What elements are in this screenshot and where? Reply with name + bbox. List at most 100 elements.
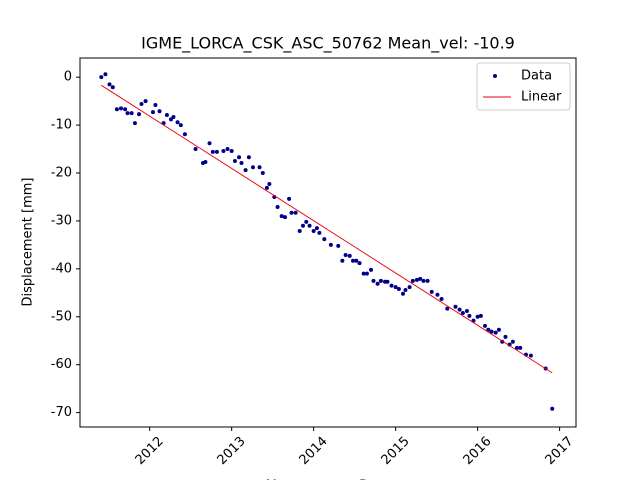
legend-marker bbox=[493, 74, 497, 78]
data-point bbox=[361, 271, 366, 276]
data-point bbox=[467, 313, 472, 318]
data-point bbox=[307, 223, 312, 228]
data-point bbox=[389, 283, 394, 288]
y-tick-label: -30 bbox=[51, 213, 72, 228]
data-point bbox=[150, 110, 155, 115]
data-point bbox=[518, 345, 523, 350]
data-point bbox=[503, 334, 508, 339]
data-point bbox=[314, 226, 319, 231]
data-point bbox=[514, 345, 519, 350]
data-point bbox=[311, 228, 316, 233]
data-point bbox=[489, 329, 494, 334]
data-point bbox=[453, 304, 458, 309]
data-point bbox=[300, 223, 305, 228]
data-point bbox=[407, 285, 412, 290]
data-point bbox=[137, 112, 142, 117]
y-tick-label: -70 bbox=[51, 405, 72, 420]
data-point bbox=[123, 107, 128, 112]
data-point bbox=[243, 168, 248, 173]
data-point bbox=[351, 258, 356, 263]
data-point bbox=[129, 111, 134, 116]
data-point bbox=[232, 159, 237, 164]
plot-frame bbox=[79, 57, 577, 428]
x-axis-label: Measurement Date bbox=[266, 479, 390, 480]
data-point bbox=[445, 306, 450, 311]
data-point bbox=[496, 327, 501, 332]
data-point bbox=[287, 196, 292, 201]
data-point bbox=[482, 323, 487, 328]
data-point bbox=[264, 185, 269, 190]
data-point bbox=[143, 99, 148, 104]
data-point bbox=[257, 165, 262, 170]
legend-label: Linear bbox=[521, 90, 562, 105]
data-point bbox=[237, 155, 242, 160]
data-point bbox=[107, 82, 112, 87]
data-point bbox=[439, 297, 444, 302]
data-point bbox=[475, 314, 480, 319]
data-point bbox=[178, 123, 183, 128]
data-point bbox=[425, 278, 430, 283]
data-point bbox=[429, 289, 434, 294]
data-point bbox=[393, 285, 398, 290]
data-point bbox=[210, 149, 215, 154]
y-tick-label: -40 bbox=[51, 261, 72, 276]
data-point bbox=[403, 287, 408, 292]
data-point bbox=[486, 327, 491, 332]
data-point bbox=[246, 155, 251, 160]
data-point bbox=[125, 111, 130, 116]
data-point bbox=[250, 165, 255, 170]
data-point bbox=[110, 85, 115, 90]
data-point bbox=[550, 406, 555, 411]
data-point bbox=[369, 267, 374, 272]
data-point bbox=[493, 330, 498, 335]
data-point bbox=[410, 278, 415, 283]
data-point bbox=[114, 107, 119, 112]
data-point bbox=[328, 242, 333, 247]
data-point bbox=[336, 243, 341, 248]
data-point bbox=[225, 147, 230, 152]
data-point bbox=[317, 230, 322, 235]
data-point bbox=[414, 277, 419, 282]
data-point bbox=[221, 148, 226, 153]
y-tick-label: -60 bbox=[51, 357, 72, 372]
data-point bbox=[435, 292, 440, 297]
trend-line bbox=[101, 84, 553, 374]
data-point bbox=[340, 258, 345, 263]
data-point bbox=[157, 109, 162, 114]
data-point bbox=[478, 313, 483, 318]
data-point bbox=[418, 276, 423, 281]
data-point bbox=[275, 205, 280, 210]
data-point bbox=[464, 309, 469, 314]
data-point bbox=[293, 210, 298, 215]
data-point bbox=[375, 281, 380, 286]
data-point bbox=[214, 149, 219, 154]
data-point bbox=[267, 182, 272, 187]
legend-box bbox=[476, 62, 571, 111]
data-point bbox=[132, 121, 137, 126]
data-point bbox=[164, 113, 169, 118]
data-point bbox=[378, 278, 383, 283]
data-point bbox=[357, 261, 362, 266]
data-point bbox=[364, 271, 369, 276]
data-point bbox=[282, 215, 287, 220]
data-point bbox=[229, 148, 234, 153]
data-point bbox=[153, 102, 158, 107]
data-point bbox=[279, 214, 284, 219]
data-point bbox=[207, 141, 212, 146]
legend-label: Data bbox=[521, 69, 552, 84]
y-tick-label: 0 bbox=[64, 70, 72, 85]
data-point bbox=[99, 75, 104, 80]
data-point bbox=[322, 237, 327, 242]
data-point bbox=[297, 228, 302, 233]
data-point bbox=[139, 102, 144, 107]
data-point bbox=[169, 117, 174, 122]
data-point bbox=[260, 171, 265, 176]
y-tick-label: -20 bbox=[51, 166, 72, 181]
data-point bbox=[507, 342, 512, 347]
data-point bbox=[457, 307, 462, 312]
data-point bbox=[304, 219, 309, 224]
data-point bbox=[354, 258, 359, 263]
data-point bbox=[203, 159, 208, 164]
data-point bbox=[347, 253, 352, 258]
